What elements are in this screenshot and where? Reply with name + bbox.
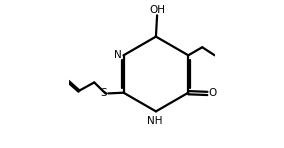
Text: OH: OH	[149, 5, 165, 15]
Text: O: O	[208, 88, 217, 98]
Text: S: S	[101, 88, 107, 98]
Text: N: N	[114, 50, 122, 60]
Text: NH: NH	[147, 116, 163, 126]
